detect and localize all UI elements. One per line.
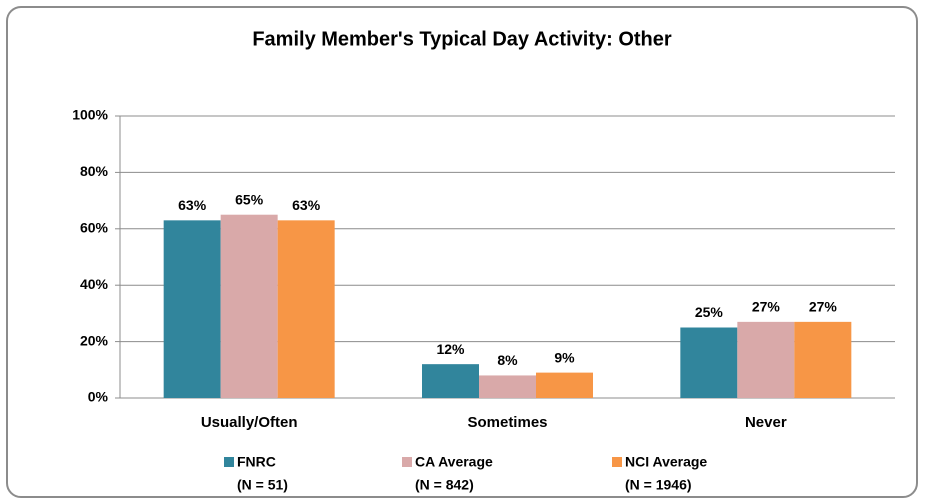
legend-label: CA Average xyxy=(415,454,493,470)
value-label: 25% xyxy=(695,304,724,320)
bar xyxy=(422,364,479,398)
chart-title: Family Member's Typical Day Activity: Ot… xyxy=(252,28,672,50)
y-tick-label: 0% xyxy=(88,389,109,405)
legend-swatch xyxy=(612,457,622,467)
y-tick-label: 20% xyxy=(80,332,109,348)
value-label: 63% xyxy=(292,197,321,213)
legend-note: (N = 1946) xyxy=(625,477,692,493)
legend-note: (N = 51) xyxy=(237,477,288,493)
legend-label: NCI Average xyxy=(625,454,707,470)
value-label: 65% xyxy=(235,191,264,207)
bar xyxy=(536,372,593,398)
value-label: 27% xyxy=(752,299,781,315)
legend-swatch xyxy=(402,457,412,467)
bar xyxy=(794,321,852,398)
value-label: 27% xyxy=(809,299,838,315)
legend-swatch xyxy=(224,457,234,467)
legend-label: FNRC xyxy=(237,454,276,470)
value-label: 63% xyxy=(178,197,207,213)
bar xyxy=(163,220,221,398)
bar xyxy=(737,321,795,398)
y-tick-label: 80% xyxy=(80,163,109,179)
y-tick-label: 40% xyxy=(80,276,109,292)
y-tick-label: 60% xyxy=(80,220,109,236)
x-tick-label: Usually/Often xyxy=(201,414,298,431)
legend-note: (N = 842) xyxy=(415,477,474,493)
value-label: 12% xyxy=(436,341,465,357)
bar xyxy=(680,327,738,398)
value-label: 8% xyxy=(497,352,518,368)
bar xyxy=(220,214,278,398)
x-tick-label: Never xyxy=(745,414,787,431)
value-label: 9% xyxy=(554,349,575,365)
bar xyxy=(479,375,536,398)
y-tick-label: 100% xyxy=(72,107,108,123)
bar xyxy=(277,220,335,398)
x-tick-label: Sometimes xyxy=(467,414,547,431)
